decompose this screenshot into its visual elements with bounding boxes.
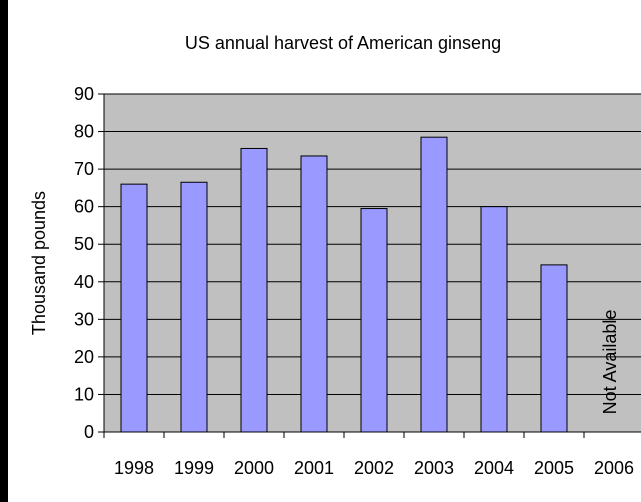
y-tick-label-40: 40 xyxy=(74,272,94,292)
y-tick-label-50: 50 xyxy=(74,234,94,254)
bar-1998 xyxy=(120,183,148,433)
y-tick-label-60: 60 xyxy=(74,197,94,217)
y-tick-label-10: 10 xyxy=(74,384,94,404)
x-tick-label-2003: 2003 xyxy=(414,458,454,478)
y-tick-label-20: 20 xyxy=(74,347,94,367)
x-tick-label-2002: 2002 xyxy=(354,458,394,478)
x-tick-label-2004: 2004 xyxy=(474,458,514,478)
y-tick-label-0: 0 xyxy=(84,422,94,442)
bar-2000 xyxy=(240,147,268,433)
chart-title: US annual harvest of American ginseng xyxy=(185,33,501,53)
y-axis-label: Thousand pounds xyxy=(29,191,49,335)
y-tick-label-30: 30 xyxy=(74,309,94,329)
bars xyxy=(120,136,568,433)
x-tick-label-1999: 1999 xyxy=(174,458,214,478)
annotations: Not Available xyxy=(600,310,620,415)
axes xyxy=(103,94,641,438)
y-tick-label-90: 90 xyxy=(74,84,94,104)
x-tick-labels: 1998 1999 2000 2001 2002 2003 2004 2005 2006 xyxy=(114,458,634,478)
x-tick-label-1998: 1998 xyxy=(114,458,154,478)
y-tick-label-80: 80 xyxy=(74,122,94,142)
x-tick-label-2001: 2001 xyxy=(294,458,334,478)
bar-1999 xyxy=(180,181,208,433)
bar-2002 xyxy=(360,208,388,433)
bar-2003 xyxy=(420,136,448,433)
x-tick-label-2005: 2005 xyxy=(534,458,574,478)
x-tick-label-2006: 2006 xyxy=(594,458,634,478)
ginseng-harvest-chart: US annual harvest of American ginseng 01… xyxy=(29,33,641,478)
annotation-not-available: Not Available xyxy=(600,310,620,415)
y-tick-label-70: 70 xyxy=(74,159,94,179)
y-tick-labels: 0 10 20 30 40 50 60 70 80 90 xyxy=(74,84,94,442)
bar-2004 xyxy=(480,206,508,433)
bar-2001 xyxy=(300,155,328,433)
bar-2005 xyxy=(540,264,568,433)
x-tick-label-2000: 2000 xyxy=(234,458,274,478)
